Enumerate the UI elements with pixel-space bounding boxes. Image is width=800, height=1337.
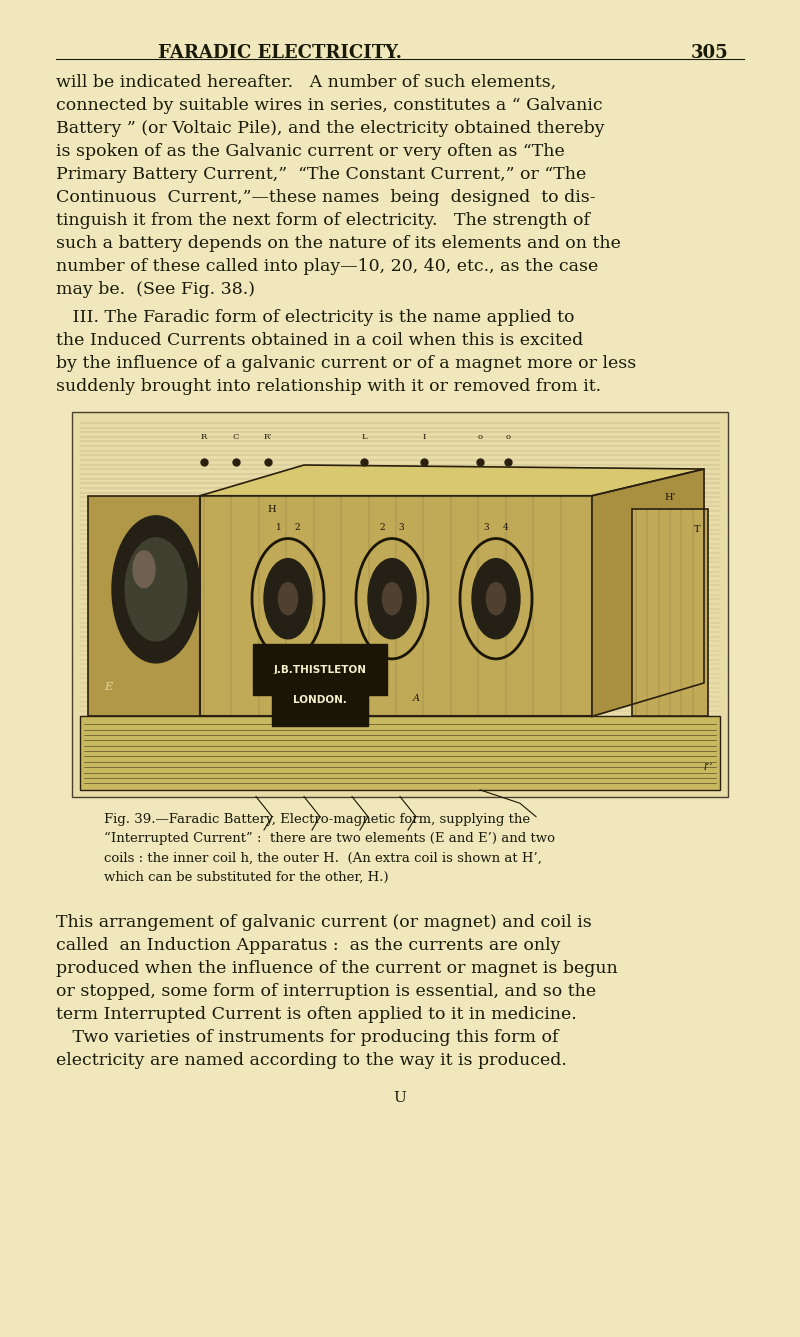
Text: I: I	[422, 433, 426, 441]
Text: L: L	[361, 433, 367, 441]
Text: produced when the influence of the current or magnet is begun: produced when the influence of the curre…	[56, 960, 618, 977]
Text: by the influence of a galvanic current or of a magnet more or less: by the influence of a galvanic current o…	[56, 354, 636, 372]
Text: electricity are named according to the way it is produced.: electricity are named according to the w…	[56, 1052, 567, 1070]
Text: Two varieties of instruments for producing this form of: Two varieties of instruments for produci…	[56, 1029, 558, 1047]
Text: T: T	[694, 525, 700, 535]
Text: l’’: l’’	[704, 763, 714, 773]
Text: This arrangement of galvanic current (or magnet) and coil is: This arrangement of galvanic current (or…	[56, 915, 592, 932]
Text: 3: 3	[398, 523, 405, 532]
Text: will be indicated hereafter.   A number of such elements,: will be indicated hereafter. A number of…	[56, 74, 556, 91]
Text: is spoken of as the Galvanic current or very often as “The: is spoken of as the Galvanic current or …	[56, 143, 565, 159]
Text: connected by suitable wires in series, constitutes a “ Galvanic: connected by suitable wires in series, c…	[56, 96, 602, 114]
Text: suddenly brought into relationship with it or removed from it.: suddenly brought into relationship with …	[56, 378, 601, 394]
Text: 2: 2	[379, 523, 386, 532]
Text: H: H	[268, 505, 276, 515]
Text: may be.  (See Fig. 38.): may be. (See Fig. 38.)	[56, 281, 255, 298]
Text: called  an Induction Apparatus :  as the currents are only: called an Induction Apparatus : as the c…	[56, 937, 561, 955]
Bar	[88, 496, 248, 717]
Bar	[632, 509, 708, 717]
Text: Primary Battery Current,”  “The Constant Current,” or “The: Primary Battery Current,” “The Constant …	[56, 166, 586, 183]
Circle shape	[382, 583, 402, 615]
Text: C: C	[233, 433, 239, 441]
Text: E: E	[104, 682, 112, 693]
Circle shape	[112, 516, 200, 663]
Text: coils : the inner coil h, the outer H.  (An extra coil is shown at H’,: coils : the inner coil h, the outer H. (…	[104, 852, 542, 865]
Bar	[72, 412, 728, 797]
Text: III. The Faradic form of electricity is the name applied to: III. The Faradic form of electricity is …	[56, 309, 574, 326]
Text: 305: 305	[690, 44, 728, 62]
Text: or stopped, some form of interruption is essential, and so the: or stopped, some form of interruption is…	[56, 983, 596, 1000]
Text: term Interrupted Current is often applied to it in medicine.: term Interrupted Current is often applie…	[56, 1007, 577, 1023]
Bar	[80, 717, 720, 790]
Text: 1: 1	[275, 523, 282, 532]
Text: o: o	[506, 433, 510, 441]
Text: R: R	[201, 433, 207, 441]
Text: the Induced Currents obtained in a coil when this is excited: the Induced Currents obtained in a coil …	[56, 332, 583, 349]
Circle shape	[133, 551, 155, 588]
Circle shape	[368, 559, 416, 639]
Text: number of these called into play—10, 20, 40, etc., as the case: number of these called into play—10, 20,…	[56, 258, 598, 274]
Text: 3: 3	[483, 523, 490, 532]
Text: Battery ” (or Voltaic Pile), and the electricity obtained thereby: Battery ” (or Voltaic Pile), and the ele…	[56, 119, 605, 136]
Circle shape	[125, 537, 187, 640]
Circle shape	[472, 559, 520, 639]
Text: o: o	[478, 433, 482, 441]
Text: Continuous  Current,”—these names  being  designed  to dis-: Continuous Current,”—these names being d…	[56, 189, 596, 206]
Polygon shape	[200, 465, 704, 496]
Bar	[200, 496, 592, 717]
Text: H’: H’	[664, 493, 676, 503]
Text: LONDON.: LONDON.	[293, 695, 347, 706]
Text: J.B.THISTLETON: J.B.THISTLETON	[274, 664, 366, 675]
Circle shape	[486, 583, 506, 615]
Text: A: A	[413, 694, 419, 703]
Text: U: U	[394, 1091, 406, 1106]
Polygon shape	[592, 469, 704, 717]
Text: Fig. 39.—Faradic Battery, Electro-magnetic form, supplying the: Fig. 39.—Faradic Battery, Electro-magnet…	[104, 813, 530, 826]
Text: FARADIC ELECTRICITY.: FARADIC ELECTRICITY.	[158, 44, 402, 62]
Text: such a battery depends on the nature of its elements and on the: such a battery depends on the nature of …	[56, 234, 621, 251]
Circle shape	[264, 559, 312, 639]
Text: R’: R’	[264, 433, 272, 441]
Circle shape	[278, 583, 298, 615]
Text: tinguish it from the next form of electricity.   The strength of: tinguish it from the next form of electr…	[56, 211, 590, 229]
Text: which can be substituted for the other, H.): which can be substituted for the other, …	[104, 870, 389, 884]
Text: 2: 2	[294, 523, 301, 532]
Text: 4: 4	[502, 523, 509, 532]
Text: “Interrupted Current” :  there are two elements (E and E’) and two: “Interrupted Current” : there are two el…	[104, 832, 555, 845]
